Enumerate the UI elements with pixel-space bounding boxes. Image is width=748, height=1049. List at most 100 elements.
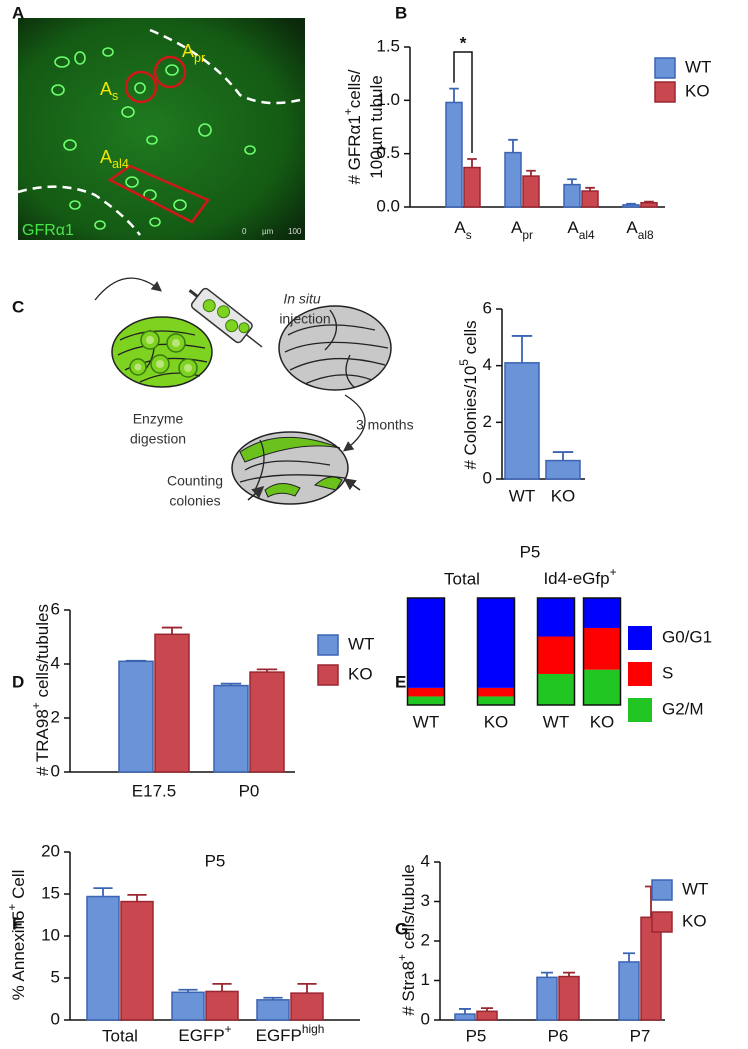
x-tick-label: P6: [548, 1026, 569, 1045]
bar: [86, 895, 120, 1021]
bar: [536, 976, 558, 1021]
x-tick-label: WT: [509, 486, 535, 505]
y-axis-label-part: cells/tubules: [33, 604, 52, 702]
panel-letter: G: [395, 919, 408, 938]
bar: [504, 362, 540, 480]
x-tick-label: P5: [466, 1026, 487, 1045]
y-axis-label-part: # Colonies/10: [461, 366, 480, 470]
x-tick-label-sup: high: [302, 1022, 324, 1036]
legend-label: S: [662, 663, 673, 682]
error-bar: [552, 451, 574, 461]
x-tick-label-part: EGFP: [256, 1026, 302, 1045]
group-label-part: Id4-eGfp: [543, 569, 609, 588]
error-bar: [563, 971, 575, 977]
y-tick-label: 6: [51, 599, 60, 618]
legend-swatch: [654, 81, 676, 103]
y-axis-label: % Annexin5+ Cell: [5, 870, 28, 1001]
x-tick-label-part: A: [567, 218, 579, 237]
cell-label-part: A: [182, 41, 194, 61]
y-axis-label-part: # GFRα1: [345, 115, 364, 184]
bar: [476, 1010, 498, 1021]
error-bar: [297, 982, 317, 994]
y-axis-label-part: cells/tubule: [399, 864, 418, 954]
error-bar: [449, 87, 459, 103]
cell-label: Apr: [182, 41, 205, 66]
stacked-bar: [537, 598, 575, 637]
legend-label: G2/M: [662, 699, 704, 718]
error-bar: [93, 887, 113, 897]
error-bar: [161, 626, 183, 635]
y-tick-label: 20: [41, 841, 60, 860]
y-tick-label: 4: [421, 851, 430, 870]
x-tick-label: EGFPhigh: [256, 1022, 325, 1045]
y-axis-label: # TRA98+ cells/tubules: [29, 604, 52, 776]
cell-label-part: A: [100, 147, 112, 167]
y-axis-label: # Stra8+ cells/tubule: [395, 864, 418, 1016]
x-tick-label: WT: [413, 712, 439, 731]
bar: [120, 900, 154, 1021]
panel-letter: F: [12, 914, 22, 933]
x-tick-label-sub: pr: [522, 228, 533, 242]
error-bar: [263, 996, 283, 1000]
bar: [504, 151, 522, 208]
error-bar: [467, 158, 477, 168]
y-axis-label-sup: +: [29, 702, 43, 709]
y-tick-label: 6: [483, 298, 492, 317]
legend-label: G0/G1: [662, 627, 712, 646]
error-bar: [526, 169, 536, 177]
error-bar: [511, 335, 533, 363]
legend-swatch: [317, 634, 339, 656]
group-label: Id4-eGfp+: [543, 565, 616, 588]
x-tick-label-part: A: [454, 218, 466, 237]
tubule-edge: [17, 185, 141, 236]
y-tick-label: 2: [483, 412, 492, 431]
y-axis-label-part: Cell: [9, 870, 28, 904]
tubule-edge: [149, 28, 301, 105]
bar: [154, 633, 190, 773]
stacked-bar: [583, 598, 621, 628]
error-bar: [567, 178, 577, 185]
y-tick-label: 4: [51, 653, 60, 672]
x-tick-label: KO: [484, 712, 509, 731]
x-tick-label: Aal8: [626, 218, 654, 242]
y-tick-label: 15: [41, 883, 60, 902]
y-tick-label: 0.0: [376, 196, 400, 215]
group-label-sup: +: [610, 565, 617, 579]
error-bar: [541, 971, 553, 978]
stacked-bar: [407, 687, 445, 697]
x-tick-label-sub: al8: [638, 228, 654, 242]
x-tick-label: EGFP+: [178, 1022, 231, 1045]
stacked-bar: [583, 627, 621, 670]
error-bar: [256, 668, 278, 673]
diagram-label: 3 months: [356, 417, 414, 433]
legend-swatch: [628, 662, 652, 686]
y-tick-label: 1.5: [376, 36, 400, 55]
legend-swatch: [651, 879, 673, 901]
bar: [290, 992, 324, 1021]
x-tick-label: WT: [543, 712, 569, 731]
y-tick-label: 1: [421, 970, 430, 989]
x-tick-label: Aal4: [567, 218, 595, 242]
diagram-label: In situ: [283, 291, 321, 307]
legend-label: WT: [682, 879, 708, 898]
y-tick-label: 2: [51, 707, 60, 726]
stacked-bar: [477, 687, 515, 697]
y-tick-label: 0: [483, 468, 492, 487]
x-tick-label: P0: [239, 781, 260, 800]
stacked-bar: [537, 636, 575, 674]
error-bar: [623, 952, 635, 962]
x-tick-label: E17.5: [132, 781, 176, 800]
x-tick-label: As: [454, 218, 471, 242]
bar: [618, 961, 640, 1021]
y-axis-label-sup: +: [395, 954, 409, 961]
x-tick-label-part: EGFP: [178, 1026, 224, 1045]
error-bar: [626, 202, 636, 205]
panel-letter: D: [12, 672, 24, 691]
bar-outline: [536, 597, 576, 706]
bar: [205, 990, 239, 1021]
error-bar: [125, 659, 147, 662]
stacked-bar: [407, 598, 445, 688]
bar: [558, 975, 580, 1021]
y-tick-label: 1.0: [376, 90, 400, 109]
y-axis-label-sup: +: [341, 108, 355, 115]
